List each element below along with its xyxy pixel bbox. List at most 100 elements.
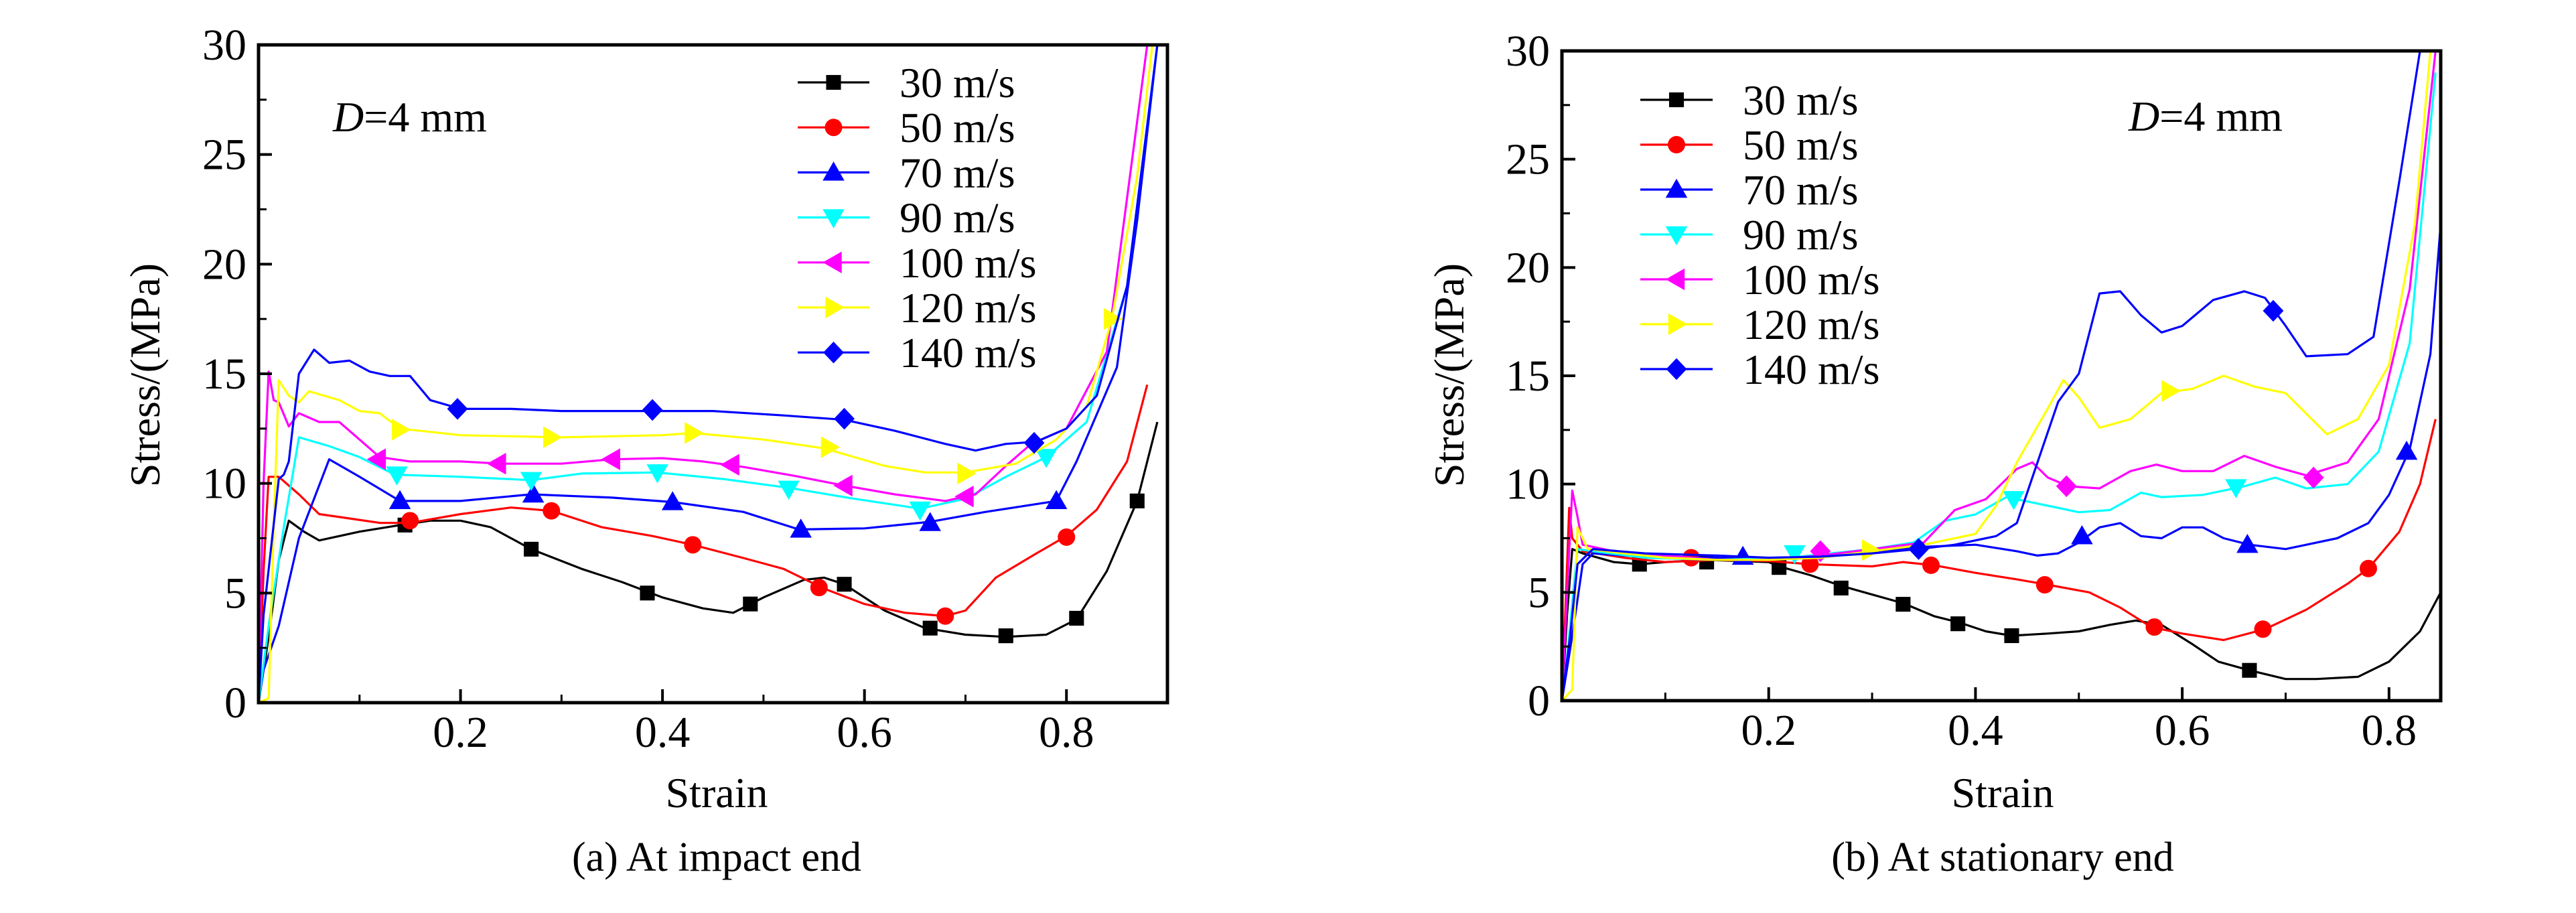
series-120-m-s <box>1562 51 2432 701</box>
series-group <box>259 45 1159 703</box>
data-marker <box>684 536 702 554</box>
legend-label: 50 m/s <box>1743 121 1858 169</box>
legend-item: 90 m/s <box>798 194 1015 242</box>
data-marker <box>810 579 828 597</box>
data-marker <box>720 453 739 476</box>
legend-marker <box>1668 136 1685 153</box>
legend-item: 70 m/s <box>798 149 1015 196</box>
data-marker <box>998 628 1013 644</box>
series-group <box>1562 51 2441 701</box>
y-tick-label: 10 <box>202 460 246 508</box>
data-marker <box>1833 580 1849 595</box>
series-line <box>1562 51 2421 701</box>
legend-label: 70 m/s <box>1743 166 1858 214</box>
x-tick-label: 0.4 <box>635 708 691 757</box>
y-tick-label: 15 <box>202 350 246 399</box>
legend-item: 140 m/s <box>798 329 1036 376</box>
data-marker <box>1784 545 1806 565</box>
data-marker <box>833 474 853 497</box>
legend-label: 120 m/s <box>1743 301 1879 348</box>
x-axis-label: Strain <box>1952 769 2054 817</box>
y-tick-label: 0 <box>1528 677 1550 725</box>
x-tick-label: 0.8 <box>1039 708 1094 757</box>
series-line <box>259 45 1149 703</box>
legend-marker <box>826 74 841 90</box>
data-marker <box>1801 555 1819 573</box>
series-100-m-s <box>259 45 1149 703</box>
data-marker <box>837 577 852 592</box>
legend-item: 100 m/s <box>798 239 1036 287</box>
data-marker <box>936 607 954 625</box>
legend-label: 70 m/s <box>900 149 1015 196</box>
data-marker <box>640 585 655 601</box>
series-30-m-s <box>1562 548 2441 701</box>
y-tick-label: 20 <box>1506 243 1550 292</box>
y-tick-label: 10 <box>1506 460 1550 509</box>
y-tick-label: 25 <box>1506 135 1550 184</box>
legend-marker <box>1665 226 1688 246</box>
data-marker <box>1950 616 1966 632</box>
series-line <box>259 45 1153 703</box>
legend-item: 50 m/s <box>1640 121 1858 169</box>
legend-item: 120 m/s <box>1640 301 1879 348</box>
data-marker <box>790 518 812 538</box>
data-marker <box>2145 618 2163 636</box>
series-100-m-s <box>1562 51 2437 701</box>
chart-caption: (b) At stationary end <box>1831 835 2173 880</box>
legend-marker <box>1666 358 1687 380</box>
legend-item: 30 m/s <box>798 59 1015 107</box>
x-tick-label: 0.4 <box>1948 706 2003 755</box>
y-tick-label: 5 <box>1528 568 1550 617</box>
legend-marker <box>1665 268 1685 291</box>
legend-label: 120 m/s <box>900 284 1036 332</box>
data-marker <box>919 512 941 531</box>
data-marker <box>2035 576 2054 594</box>
data-marker <box>2303 466 2324 489</box>
legend-item: 100 m/s <box>1640 256 1879 303</box>
y-axis-label: Stress/(MPa) <box>121 263 169 487</box>
y-tick-label: 15 <box>1506 352 1550 401</box>
data-marker <box>522 483 545 503</box>
data-marker <box>1772 560 1787 575</box>
data-marker <box>1069 610 1084 626</box>
data-marker <box>524 541 539 557</box>
data-marker <box>2003 491 2025 510</box>
legend-label: 30 m/s <box>900 59 1015 107</box>
legend-item: 50 m/s <box>798 104 1015 151</box>
legend-label: 100 m/s <box>1743 256 1879 303</box>
data-marker <box>743 596 758 612</box>
data-marker <box>388 490 411 510</box>
data-marker <box>520 472 543 492</box>
series-line <box>1562 51 2432 701</box>
data-marker <box>2071 525 2093 545</box>
data-marker <box>1023 431 1045 454</box>
data-marker <box>1058 528 1076 546</box>
data-marker <box>366 448 386 470</box>
data-marker <box>2004 628 2019 644</box>
data-marker <box>401 512 419 530</box>
data-marker <box>685 422 704 444</box>
y-tick-label: 30 <box>1506 27 1550 76</box>
series-line <box>259 384 1149 703</box>
series-90-m-s <box>1562 72 2437 701</box>
legend-item: 30 m/s <box>1640 76 1858 124</box>
data-marker <box>2056 475 2077 498</box>
series-line <box>259 45 1159 703</box>
data-marker <box>642 399 663 421</box>
y-tick-label: 25 <box>202 131 246 180</box>
legend-label: 50 m/s <box>900 104 1015 151</box>
data-marker <box>954 486 974 508</box>
data-marker <box>1103 307 1123 330</box>
data-marker <box>820 436 841 458</box>
legend-marker <box>825 119 843 137</box>
data-marker <box>2161 380 2181 402</box>
series-line <box>1562 224 2441 701</box>
legend-marker <box>825 296 845 319</box>
series-70-m-s <box>259 45 1159 703</box>
data-marker <box>447 398 468 420</box>
data-marker <box>1129 493 1145 508</box>
data-marker <box>1908 538 1929 560</box>
